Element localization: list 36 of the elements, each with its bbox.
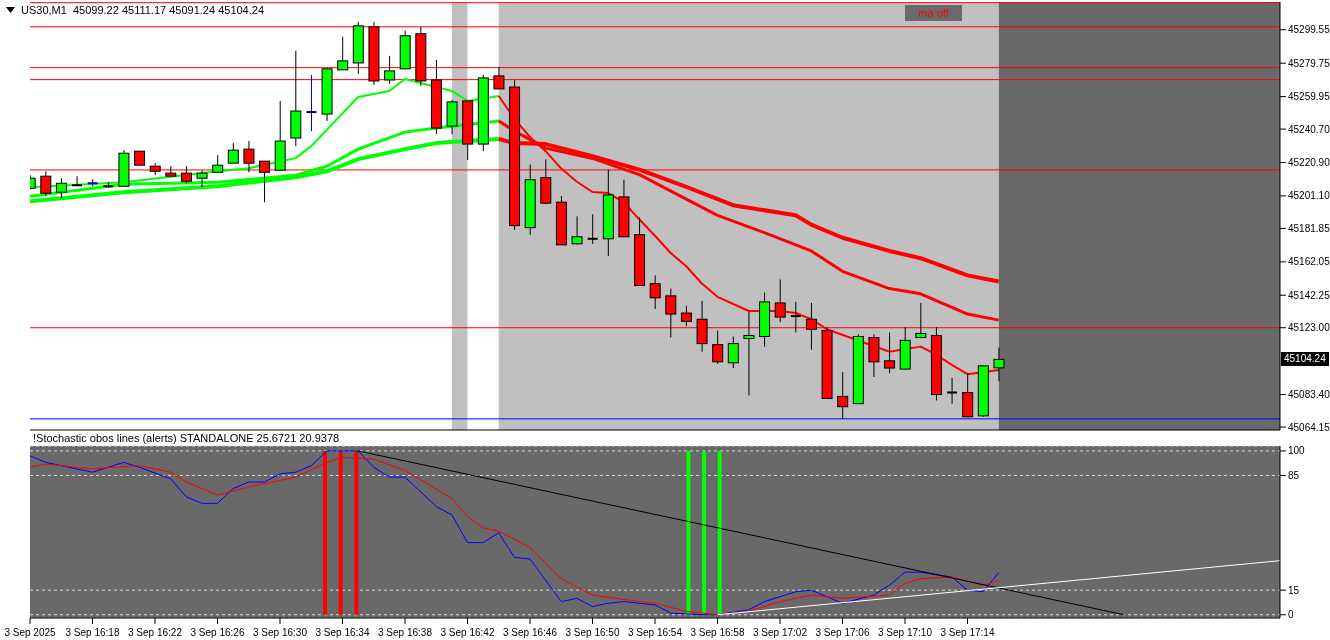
y-tick-label: 45259.95 [1288, 91, 1330, 103]
x-tick-label: 3 Sep 16:34 [315, 627, 370, 638]
x-tick-label: 3 Sep 16:18 [65, 627, 120, 638]
x-tick-label: 3 Sep 16:50 [565, 627, 620, 638]
y-tick-label: 0 [1288, 609, 1294, 621]
x-tick-label: 3 Sep 17:14 [940, 627, 995, 638]
x-tick-label: 3 Sep 16:54 [628, 627, 683, 638]
y-tick-label: 45064.15 [1288, 421, 1330, 433]
y-tick-label: 45279.75 [1288, 57, 1330, 69]
x-tick-label: 3 Sep 2025 [4, 627, 57, 638]
x-tick-label: 3 Sep 16:42 [440, 627, 495, 638]
y-tick-label: 15 [1288, 584, 1300, 596]
chart-title: US30,M1 45099.22 45111.17 45091.24 45104.24 [21, 4, 265, 16]
y-tick-label: 45162.05 [1288, 256, 1330, 268]
y-tick-label: 45220.90 [1288, 157, 1330, 169]
y-tick-label: 45240.70 [1288, 123, 1330, 135]
chart-title: !Stochastic obos lines (alerts) STANDALONE 25.6721 20.9378 [33, 432, 340, 444]
x-tick-label: 3 Sep 16:30 [253, 627, 308, 638]
y-tick-label: 45299.55 [1288, 24, 1330, 36]
y-tick-label: 45201.10 [1288, 190, 1330, 202]
y-tick-label: 85 [1288, 470, 1300, 482]
x-tick-label: 3 Sep 16:58 [690, 627, 745, 638]
x-tick-label: 3 Sep 17:10 [878, 627, 933, 638]
x-tick-label: 3 Sep 16:46 [503, 627, 558, 638]
text: 45104.24 [1281, 352, 1329, 367]
y-tick-label: 45142.25 [1288, 289, 1330, 301]
x-tick-label: 3 Sep 16:22 [128, 627, 183, 638]
annotation: ma off [905, 5, 962, 21]
x-tick-label: 3 Sep 17:02 [753, 627, 808, 638]
y-tick-label: 100 [1288, 445, 1306, 457]
y-tick-label: 45181.85 [1288, 222, 1330, 234]
y-tick-label: 45123.00 [1288, 322, 1330, 334]
x-tick-label: 3 Sep 16:38 [378, 627, 433, 638]
x-tick-label: 3 Sep 16:26 [190, 627, 245, 638]
x-tick-label: 3 Sep 17:06 [815, 627, 870, 638]
y-tick-label: 45083.40 [1288, 389, 1330, 401]
